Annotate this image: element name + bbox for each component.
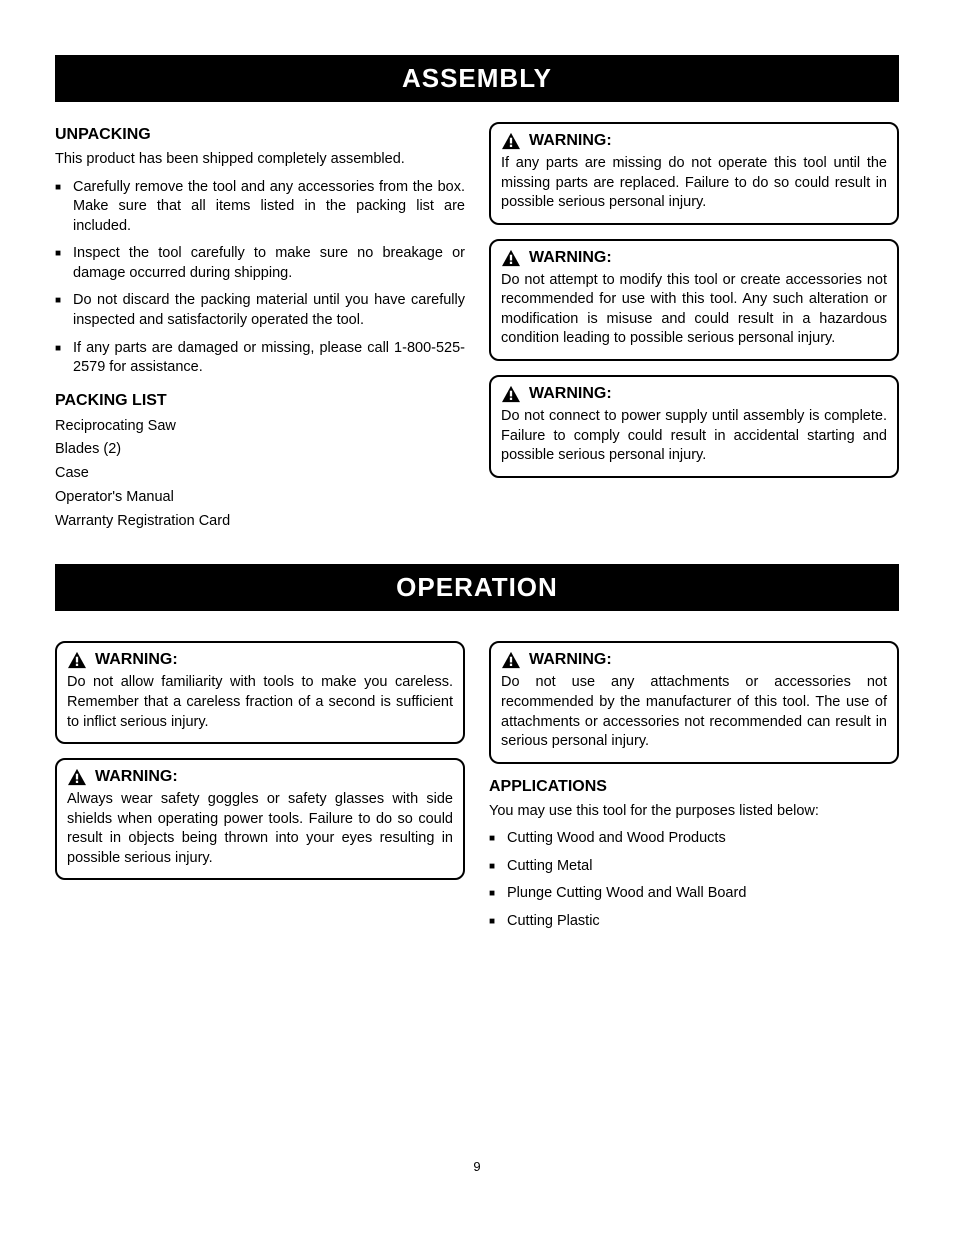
warning-box: WARNING: Do not allow familiarity with t…: [55, 641, 465, 744]
packing-item: Operator's Manual: [55, 487, 465, 509]
unpacking-intro: This product has been shipped completely…: [55, 150, 465, 170]
warning-box: WARNING: If any parts are missing do not…: [489, 122, 899, 225]
assembly-left-col: UNPACKING This product has been shipped …: [55, 122, 465, 534]
warning-text: Always wear safety goggles or safety gla…: [67, 790, 453, 868]
unpacking-list: Carefully remove the tool and any access…: [55, 178, 465, 378]
applications-list: Cutting Wood and Wood Products Cutting M…: [489, 829, 899, 931]
operation-right-col: WARNING: Do not use any attachments or a…: [489, 641, 899, 939]
list-item: Do not discard the packing material unti…: [55, 291, 465, 330]
warning-triangle-icon: [67, 768, 87, 786]
warning-text: Do not use any attachments or accessorie…: [501, 673, 887, 751]
warning-triangle-icon: [501, 651, 521, 669]
warning-header: WARNING:: [67, 651, 453, 669]
page-number: 9: [55, 1159, 899, 1174]
operation-columns: WARNING: Do not allow familiarity with t…: [55, 641, 899, 939]
warning-header: WARNING:: [501, 651, 887, 669]
packing-item: Blades (2): [55, 439, 465, 461]
list-item: Plunge Cutting Wood and Wall Board: [489, 884, 899, 904]
warning-header: WARNING:: [67, 768, 453, 786]
packing-list-section: PACKING LIST Reciprocating Saw Blades (2…: [55, 392, 465, 533]
warning-title: WARNING:: [529, 249, 612, 267]
assembly-header: ASSEMBLY: [55, 55, 899, 102]
packing-item: Warranty Registration Card: [55, 511, 465, 533]
packing-heading: PACKING LIST: [55, 392, 465, 410]
warning-text: If any parts are missing do not operate …: [501, 154, 887, 213]
warning-box: WARNING: Always wear safety goggles or s…: [55, 758, 465, 880]
warning-triangle-icon: [67, 651, 87, 669]
operation-left-col: WARNING: Do not allow familiarity with t…: [55, 641, 465, 939]
warning-triangle-icon: [501, 132, 521, 150]
applications-heading: APPLICATIONS: [489, 778, 899, 796]
warning-triangle-icon: [501, 249, 521, 267]
list-item: Cutting Metal: [489, 857, 899, 877]
warning-title: WARNING:: [95, 768, 178, 786]
warning-header: WARNING:: [501, 249, 887, 267]
assembly-right-col: WARNING: If any parts are missing do not…: [489, 122, 899, 534]
operation-header: OPERATION: [55, 564, 899, 611]
warning-text: Do not attempt to modify this tool or cr…: [501, 271, 887, 349]
warning-header: WARNING:: [501, 132, 887, 150]
warning-title: WARNING:: [95, 651, 178, 669]
list-item: Carefully remove the tool and any access…: [55, 178, 465, 237]
list-item: If any parts are damaged or missing, ple…: [55, 339, 465, 378]
warning-box: WARNING: Do not connect to power supply …: [489, 375, 899, 478]
warning-box: WARNING: Do not use any attachments or a…: [489, 641, 899, 763]
list-item: Cutting Wood and Wood Products: [489, 829, 899, 849]
warning-text: Do not connect to power supply until ass…: [501, 407, 887, 466]
warning-triangle-icon: [501, 385, 521, 403]
warning-title: WARNING:: [529, 385, 612, 403]
applications-intro: You may use this tool for the purposes l…: [489, 802, 899, 822]
warning-box: WARNING: Do not attempt to modify this t…: [489, 239, 899, 361]
unpacking-heading: UNPACKING: [55, 126, 465, 144]
warning-header: WARNING:: [501, 385, 887, 403]
list-item: Cutting Plastic: [489, 912, 899, 932]
warning-title: WARNING:: [529, 132, 612, 150]
packing-item: Reciprocating Saw: [55, 416, 465, 438]
packing-item: Case: [55, 463, 465, 485]
assembly-columns: UNPACKING This product has been shipped …: [55, 122, 899, 534]
warning-title: WARNING:: [529, 651, 612, 669]
list-item: Inspect the tool carefully to make sure …: [55, 244, 465, 283]
warning-text: Do not allow familiarity with tools to m…: [67, 673, 453, 732]
